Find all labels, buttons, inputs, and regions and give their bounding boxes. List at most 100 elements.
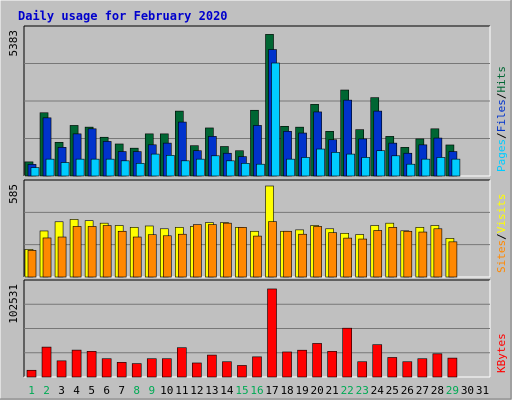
bar-kbytes	[402, 361, 413, 378]
bar-kbytes	[41, 346, 52, 378]
day-label: 8	[133, 384, 140, 397]
day-label: 10	[160, 384, 173, 397]
bar-pages	[421, 158, 431, 177]
day-label: 11	[175, 384, 188, 397]
bar-pages	[135, 163, 145, 177]
bar-kbytes	[252, 356, 262, 378]
legend-entry: Hits	[495, 66, 508, 93]
bar-kbytes	[146, 358, 157, 378]
day-label: 15	[235, 384, 248, 397]
bar-sites	[87, 226, 97, 278]
day-label: 13	[205, 384, 218, 397]
bar-pages	[376, 150, 386, 177]
bar-kbytes	[387, 357, 398, 378]
bar-sites	[27, 250, 37, 278]
bar-kbytes	[417, 358, 428, 378]
bar-sites	[147, 234, 157, 278]
ymax-label: 102531	[7, 284, 20, 324]
day-label: 5	[88, 384, 95, 397]
bar-sites	[313, 226, 322, 278]
day-label: 30	[461, 384, 474, 397]
bar-sites	[132, 236, 142, 278]
bar-sites	[208, 224, 217, 278]
bar-sites	[193, 224, 202, 278]
bar-sites	[418, 231, 428, 278]
day-label: 16	[250, 384, 263, 397]
bar-sites	[388, 227, 398, 278]
legend-entry: /	[495, 132, 508, 139]
kbytes-panel: 102531 KBytes	[7, 279, 508, 378]
bar-sites	[253, 235, 262, 278]
legend-entry: /	[495, 93, 508, 100]
bar-pages	[436, 157, 446, 177]
day-label: 24	[371, 384, 385, 397]
bar-sites	[448, 241, 458, 278]
ymax-label: 5383	[7, 30, 20, 57]
day-label: 26	[401, 384, 414, 397]
day-label: 6	[103, 384, 110, 397]
bar-pages	[316, 148, 325, 177]
bar-kbytes	[56, 360, 67, 378]
bar-kbytes	[327, 351, 337, 378]
legend-entry: /	[495, 233, 508, 240]
bar-pages	[451, 158, 461, 177]
day-label: 25	[386, 384, 399, 397]
hits-files-pages-panel: 5383 Pages/Files/Hits	[7, 25, 508, 177]
bar-sites	[298, 233, 307, 278]
legend-entry: Pages	[495, 139, 508, 172]
bar-sites	[117, 230, 127, 278]
bar-pages	[331, 152, 340, 177]
bar-kbytes	[312, 343, 322, 378]
bar-pages	[226, 160, 235, 177]
bar-pages	[271, 62, 280, 177]
bar-sites	[223, 222, 232, 278]
day-label: 23	[356, 384, 369, 397]
day-label: 14	[220, 384, 234, 397]
bar-pages	[120, 160, 130, 177]
day-label: 3	[58, 384, 65, 397]
day-label: 21	[326, 384, 339, 397]
bar-pages	[196, 158, 205, 177]
bar-kbytes	[357, 361, 368, 378]
day-axis: 1 2 3 4 5 6 7 8 9 10 11 12 13 14 15 16 17 18 19 20 21 22 23 24 2…	[28, 384, 489, 397]
bar-sites	[42, 237, 52, 278]
bar-sites	[238, 227, 247, 278]
bar-kbytes	[342, 327, 352, 378]
day-label: 18	[280, 384, 293, 397]
bar-sites	[358, 238, 368, 278]
bar-pages	[181, 160, 190, 177]
bar-sites	[373, 230, 383, 278]
day-label: 31	[476, 384, 489, 397]
bar-kbytes	[177, 347, 187, 378]
bar-pages	[211, 155, 220, 177]
bar-pages	[256, 163, 265, 177]
bar-kbytes	[297, 349, 307, 378]
bar-kbytes	[192, 362, 202, 378]
bar-pages	[406, 163, 416, 177]
legend-entry: Sites	[495, 240, 508, 273]
chart-title: Daily usage for February 2020	[18, 9, 228, 23]
bar-kbytes	[131, 363, 142, 378]
day-label: 17	[265, 384, 278, 397]
bar-sites	[433, 228, 443, 278]
bar-pages	[391, 155, 401, 177]
bar-kbytes	[207, 354, 217, 378]
legend: KBytes	[495, 333, 508, 373]
bar-sites	[72, 226, 82, 278]
bar-kbytes	[86, 351, 97, 378]
bar-pages	[75, 158, 85, 177]
day-label: 29	[446, 384, 459, 397]
day-label: 2	[43, 384, 50, 397]
bar-pages	[301, 157, 310, 177]
bar-kbytes	[267, 288, 277, 378]
bar-sites	[178, 233, 187, 278]
bar-kbytes	[161, 358, 172, 378]
bar-kbytes	[222, 361, 232, 378]
legend: Pages/Files/Hits	[495, 66, 508, 172]
bar-sites	[102, 225, 112, 278]
bar-pages	[241, 163, 250, 177]
day-label: 27	[416, 384, 429, 397]
legend-entry: Visits	[495, 194, 508, 234]
